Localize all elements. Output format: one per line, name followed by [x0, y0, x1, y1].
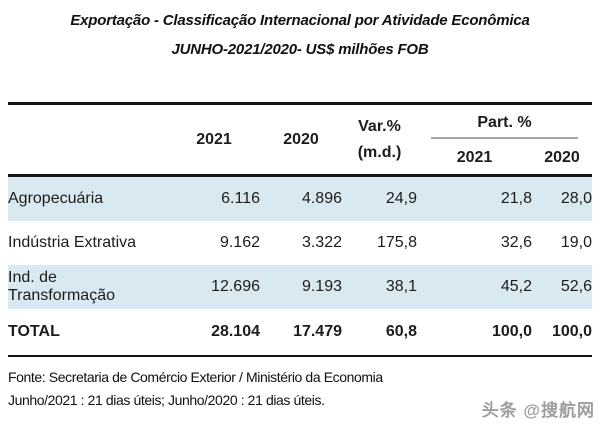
- table-row-total: TOTAL 28.104 17.479 60,8 100,0 100,0: [8, 309, 592, 356]
- header-var-percent: Var.% (m.d.): [342, 104, 417, 176]
- header-2020: 2020: [283, 130, 319, 148]
- header-part-percent-group: Part. %: [417, 104, 592, 142]
- row-label: Agropecuária: [8, 190, 104, 207]
- value-part-2020: 28,0: [560, 190, 592, 207]
- value-2021: 12.696: [211, 278, 260, 295]
- table-row-industria-extrativa: Indústria Extrativa 9.162 3.322 175,8 32…: [8, 221, 592, 265]
- export-classification-table: 2021 2020 Var.% (m.d.) Part. % 2021 2020…: [8, 102, 592, 357]
- value-part-2020: 19,0: [560, 234, 592, 251]
- value-2020: 9.193: [301, 278, 342, 295]
- source-note: Fonte: Secretaria de Comércio Exterior /…: [8, 369, 383, 385]
- value-part-2021: 100,0: [491, 323, 532, 340]
- value-2020: 4.896: [301, 190, 342, 207]
- business-days-note: Junho/2021 : 21 dias úteis; Junho/2020 :…: [8, 392, 325, 408]
- header-var-line1: Var.%: [358, 117, 401, 135]
- row-label: Indústria Extrativa: [8, 234, 137, 251]
- value-2021: 28.104: [211, 323, 260, 340]
- value-var: 175,8: [376, 234, 417, 251]
- value-2020: 17.479: [293, 323, 342, 340]
- report-title-line2: JUNHO-2021/2020- US$ milhões FOB: [171, 41, 429, 58]
- value-part-2021: 45,2: [500, 278, 532, 295]
- value-var: 24,9: [385, 190, 417, 207]
- value-2021: 6.116: [221, 190, 260, 207]
- value-part-2020: 52,6: [560, 278, 592, 295]
- value-var: 60,8: [385, 323, 417, 340]
- report-title: Exportação - Classificação Internacional…: [0, 6, 600, 64]
- row-label: Ind. de Transformação: [8, 269, 115, 304]
- table-row-ind-transformacao: Ind. de Transformação 12.696 9.193 38,1 …: [8, 265, 592, 309]
- value-part-2020: 100,0: [551, 323, 592, 340]
- value-part-2021: 32,6: [500, 234, 532, 251]
- table-footnotes: Fonte: Secretaria de Comércio Exterior /…: [8, 366, 478, 412]
- watermark-text: 头条 @搜航网: [481, 401, 595, 420]
- header-activity-blank: [8, 104, 168, 176]
- header-part-2021: 2021: [456, 148, 493, 166]
- value-2021: 9.162: [219, 234, 260, 251]
- value-var: 38,1: [385, 278, 417, 295]
- table-row-agropecuaria: Agropecuária 6.116 4.896 24,9 21,8 28,0: [8, 175, 592, 221]
- header-var-line2: (m.d.): [357, 143, 402, 161]
- header-part-2020: 2020: [544, 148, 580, 166]
- header-2021: 2021: [196, 130, 232, 148]
- value-part-2021: 21,8: [500, 190, 532, 207]
- report-title-line1: Exportação - Classificação Internacional…: [70, 12, 530, 29]
- row-label: TOTAL: [8, 323, 60, 340]
- value-2020: 3.322: [301, 234, 342, 251]
- header-part-percent-label: Part. %: [431, 114, 578, 139]
- table-header: 2021 2020 Var.% (m.d.) Part. % 2021 2020: [8, 104, 592, 176]
